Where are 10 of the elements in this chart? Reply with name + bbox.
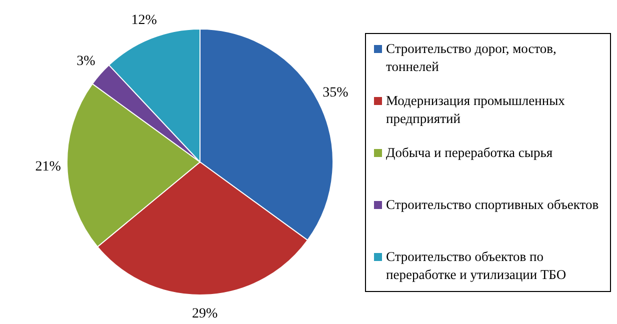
- legend-label: Строительство спортивных объектов: [386, 196, 599, 214]
- legend-label: Модернизация промышленных предприятий: [386, 92, 566, 128]
- data-label: 29%: [192, 306, 218, 322]
- data-label: 3%: [76, 54, 96, 69]
- data-label: 35%: [322, 85, 349, 100]
- data-label: 21%: [35, 159, 62, 174]
- legend-label: Строительство дорог, мостов, тоннелей: [386, 40, 558, 76]
- legend-label: Добыча и переработка сырья: [386, 144, 553, 162]
- legend-label: Строительство объектов по переработке и утилизации ТБО: [386, 248, 568, 284]
- data-label: 12%: [131, 13, 158, 28]
